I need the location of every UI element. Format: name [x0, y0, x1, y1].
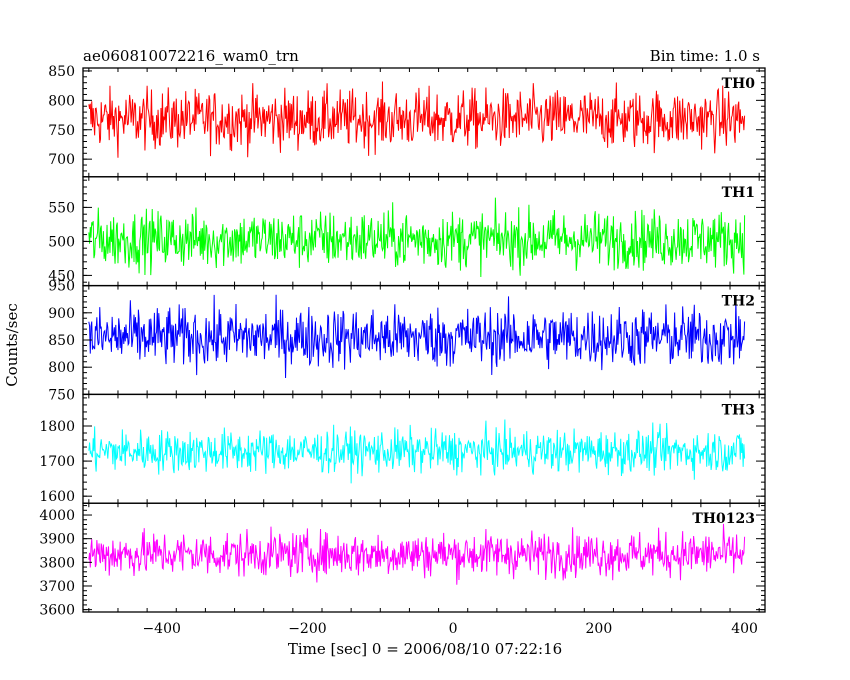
- x-tick-label: −200: [288, 621, 326, 637]
- y-tick-label: 450: [48, 268, 75, 284]
- panel-th0123: 3600 3700 3800 3900 4000 TH0123: [39, 502, 766, 619]
- series-line-th1: [88, 197, 746, 277]
- y-tick-label: 4000: [39, 508, 75, 524]
- x-tick-label: 0: [449, 621, 458, 637]
- y-tick-label: 700: [48, 152, 75, 168]
- panel-label: TH3: [722, 402, 755, 418]
- panel-label: TH0123: [692, 511, 755, 527]
- series-line-th0123: [88, 523, 746, 585]
- series-line-th0: [88, 81, 746, 158]
- panel-frame: [82, 284, 766, 396]
- y-tick-label: 1800: [39, 419, 75, 435]
- series-line-th3: [88, 419, 746, 484]
- y-tick-label: 850: [48, 64, 75, 80]
- x-tick-label: −400: [142, 621, 180, 637]
- x-axis: −400 −200 0 200 400: [142, 621, 757, 637]
- panel-label: TH0: [722, 76, 756, 92]
- y-tick-label: 3800: [39, 555, 75, 571]
- panel-th1: 450 500 550 TH1: [48, 176, 766, 287]
- y-tick-label: 800: [48, 360, 75, 376]
- panels: 700 750 800 850 TH0 450 500 550 TH1 750 800 850 900 9…: [39, 64, 766, 619]
- panel-th3: 1600 1700 1800 TH3: [39, 393, 766, 505]
- chart-title: ae060810072216_wam0_trn: [83, 47, 299, 65]
- series-line-th2: [88, 294, 746, 379]
- y-tick-label: 800: [48, 93, 75, 109]
- y-tick-label: 550: [48, 200, 75, 216]
- panel-th0: 700 750 800 850 TH0: [48, 64, 766, 178]
- y-tick-label: 950: [48, 279, 75, 295]
- y-tick-label: 500: [48, 234, 75, 250]
- x-tick-label: 400: [731, 621, 758, 637]
- panel-label: TH1: [722, 185, 755, 201]
- y-tick-label: 850: [48, 333, 75, 349]
- y-tick-label: 750: [48, 387, 75, 403]
- y-tick-label: 3600: [39, 603, 75, 619]
- y-tick-label: 3900: [39, 532, 75, 548]
- x-axis-label: Time [sec] 0 = 2006/08/10 07:22:16: [288, 640, 562, 658]
- y-axis-label: Counts/sec: [3, 303, 21, 387]
- y-tick-label: 3700: [39, 579, 75, 595]
- y-tick-label: 1700: [39, 454, 75, 470]
- panel-th2: 750 800 850 900 950 TH2: [48, 279, 766, 403]
- y-tick-label: 900: [48, 306, 75, 322]
- y-tick-label: 750: [48, 123, 75, 139]
- x-tick-label: 200: [586, 621, 613, 637]
- panel-label: TH2: [722, 294, 755, 310]
- bin-time-label: Bin time: 1.0 s: [650, 47, 760, 65]
- y-tick-label: 1600: [39, 489, 75, 505]
